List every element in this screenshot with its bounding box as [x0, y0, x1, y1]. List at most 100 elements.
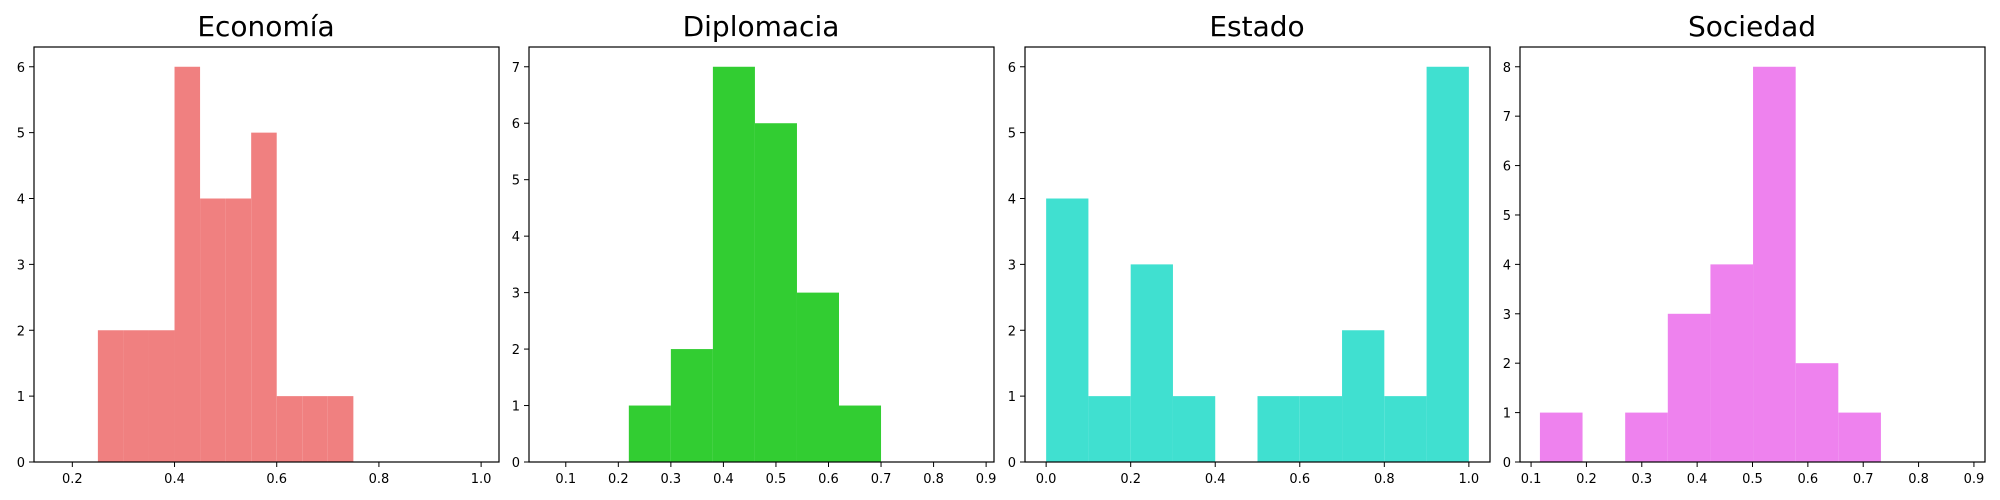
histogram-bar [839, 405, 882, 462]
histogram-bar [1384, 396, 1427, 462]
axes-frame [1024, 46, 1491, 463]
x-tick-label: 0.1 [555, 472, 576, 487]
histogram-bar [712, 66, 755, 462]
histogram-bar [1838, 412, 1881, 462]
histogram-bar [1539, 412, 1583, 462]
x-tick-label: 0.5 [766, 472, 787, 487]
histogram-bar [1426, 66, 1469, 462]
y-tick-label: 5 [1008, 127, 1016, 142]
x-tick-label: 0.9 [976, 472, 997, 487]
histogram-bar [1299, 396, 1343, 462]
subplot-economia: Economía 0.2 0.4 0.6 0.8 1.0 0 1 2 3 4 5 6 [17, 10, 500, 487]
x-tick-label: 0.2 [62, 472, 83, 487]
x-tick-label: 0.2 [1576, 472, 1597, 487]
y-tick-label: 2 [17, 324, 25, 339]
histogram-bar [1257, 396, 1300, 462]
y-tick-label: 1 [1503, 407, 1511, 422]
x-tick-label: 0.2 [608, 472, 629, 487]
histogram-bar [754, 123, 797, 462]
chart-title: Diplomacia [683, 10, 840, 43]
x-tick-label: 0.6 [818, 472, 839, 487]
x-tick-label: 0.8 [369, 472, 390, 487]
y-tick-label: 3 [1503, 308, 1511, 323]
x-tick-label: 0.3 [1631, 472, 1652, 487]
x-tick-label: 0.0 [1036, 472, 1057, 487]
axes-frame [33, 46, 500, 463]
y-tick-label: 1 [512, 400, 520, 415]
histogram-bar [1172, 396, 1216, 462]
y-tick-label: 4 [17, 193, 25, 208]
histogram-bar [200, 198, 226, 462]
y-tick-label: 7 [1503, 110, 1511, 125]
histogram-bar [148, 330, 175, 462]
y-tick-label: 2 [1008, 324, 1016, 339]
histogram-bar [796, 292, 839, 462]
x-tick-label: 0.2 [1120, 472, 1141, 487]
x-tick-label: 0.6 [266, 472, 287, 487]
histogram-bar [628, 405, 671, 462]
histogram-bar [276, 396, 303, 462]
x-tick-label: 0.1 [1521, 472, 1542, 487]
y-tick-label: 0 [1008, 456, 1016, 471]
histogram-bar [302, 396, 328, 462]
chart-title: Sociedad [1688, 10, 1816, 43]
x-tick-label: 1.0 [471, 472, 492, 487]
histogram-bar [670, 349, 713, 462]
y-tick-label: 3 [17, 258, 25, 273]
x-tick-label: 0.8 [923, 472, 944, 487]
chart-title: Estado [1209, 10, 1304, 43]
x-tick-label: 0.9 [1964, 472, 1985, 487]
y-tick-label: 0 [512, 456, 520, 471]
y-tick-label: 5 [1503, 209, 1511, 224]
y-tick-label: 1 [1008, 390, 1016, 405]
histogram-bar [97, 330, 124, 462]
x-tick-label: 0.5 [1742, 472, 1763, 487]
y-tick-label: 0 [17, 456, 25, 471]
y-tick-label: 0 [1503, 456, 1511, 471]
histogram-bar [1342, 330, 1385, 462]
y-tick-label: 6 [512, 117, 520, 132]
x-tick-label: 0.4 [1205, 472, 1226, 487]
histogram-bar [123, 330, 149, 462]
subplot-diplomacia: Diplomacia 0.1 0.2 0.3 0.4 0.5 0.6 0.7 0.8 0.9 0 1… [512, 10, 997, 487]
x-tick-label: 0.6 [1798, 472, 1819, 487]
histogram-bar [1130, 264, 1173, 462]
histogram-bar [327, 396, 354, 462]
y-tick-label: 8 [1503, 61, 1511, 76]
y-tick-label: 4 [1503, 258, 1511, 273]
y-tick-label: 2 [1503, 357, 1511, 372]
y-tick-label: 3 [1008, 258, 1016, 273]
chart-title: Economía [197, 10, 334, 43]
y-tick-label: 4 [1008, 193, 1016, 208]
x-tick-label: 0.4 [164, 472, 185, 487]
y-tick-label: 7 [512, 61, 520, 76]
x-tick-label: 0.8 [1908, 472, 1929, 487]
histogram-bar [174, 66, 201, 462]
histogram-bar [1088, 396, 1131, 462]
histogram-bar [251, 132, 277, 462]
subplot-estado: Estado 0.0 0.2 0.4 0.6 0.8 1.0 0 1 2 3 4 5 6 [1008, 10, 1491, 487]
axes-frame [528, 46, 995, 463]
x-tick-label: 0.3 [661, 472, 682, 487]
histogram-bar [1795, 363, 1839, 462]
y-tick-label: 6 [17, 61, 25, 76]
y-tick-label: 4 [512, 230, 520, 245]
histogram-bar [1710, 264, 1754, 462]
subplot-sociedad: Sociedad 0.1 0.2 0.3 0.4 0.5 0.6 0.7 0.8 0.9 0 1 2 3… [1503, 10, 1986, 487]
y-tick-label: 1 [17, 390, 25, 405]
y-tick-label: 3 [512, 287, 520, 302]
y-tick-label: 6 [1503, 160, 1511, 175]
y-tick-label: 2 [512, 343, 520, 358]
x-tick-label: 0.7 [871, 472, 892, 487]
x-tick-label: 0.4 [713, 472, 734, 487]
x-tick-label: 0.8 [1374, 472, 1395, 487]
histogram-bar [1667, 313, 1711, 462]
x-tick-label: 0.7 [1853, 472, 1874, 487]
y-tick-label: 6 [1008, 61, 1016, 76]
x-tick-label: 0.6 [1289, 472, 1310, 487]
histogram-bar [1046, 198, 1089, 462]
histogram-bar [1625, 412, 1668, 462]
histogram-bar [1753, 66, 1796, 462]
x-tick-label: 1.0 [1459, 472, 1480, 487]
